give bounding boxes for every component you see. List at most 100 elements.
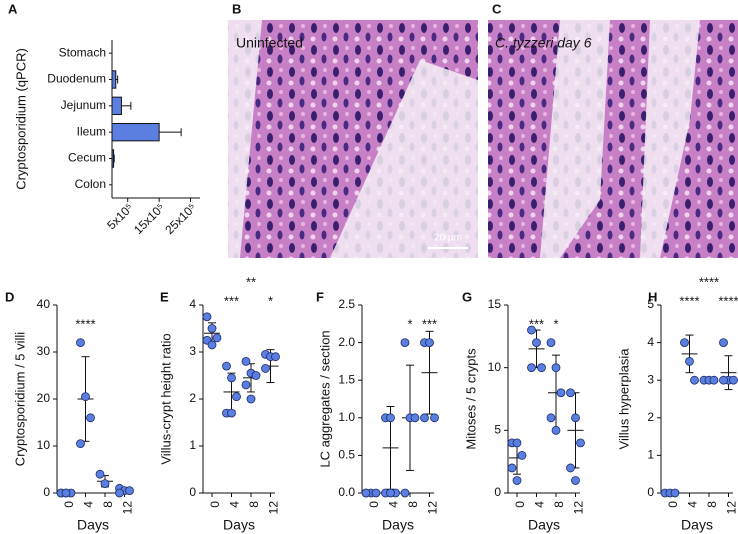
y-tick-label: Jejunum (61, 98, 106, 112)
data-point (546, 413, 556, 423)
panel-letter: G (462, 289, 472, 304)
data-point (527, 325, 536, 335)
y-tick-label: 10 (488, 360, 502, 374)
y-axis-title: Villus hyperplasia (616, 348, 631, 450)
data-point (551, 425, 561, 435)
y-tick-label: 2.0 (338, 335, 355, 349)
data-point (685, 356, 694, 366)
data-point (125, 486, 134, 496)
x-tick-label: 12 (725, 501, 738, 515)
data-point (400, 488, 410, 498)
data-point (241, 356, 251, 366)
data-point (100, 479, 110, 489)
micrograph-c: C C. tyzzeri day 6 (488, 1, 738, 258)
data-point (227, 373, 236, 383)
x-tick-label: 0 (513, 501, 527, 508)
bar (111, 122, 160, 142)
significance: * (268, 293, 273, 308)
x-tick-label: 0 (208, 501, 222, 508)
data-point (261, 364, 270, 373)
bar (111, 70, 117, 89)
y-tick-label: 0 (494, 485, 501, 499)
x-tick-label: 12 (267, 501, 281, 515)
panel-letter: H (648, 289, 657, 304)
significance: * (553, 316, 558, 331)
x-axis-title: Days (681, 517, 713, 533)
y-tick-label: 40 (37, 297, 51, 311)
y-tick-label: Cecum (68, 151, 106, 165)
data-point (222, 361, 231, 371)
y-tick-label: 15 (488, 297, 502, 311)
data-point (386, 413, 395, 423)
y-tick-label: 0 (189, 485, 196, 499)
y-tick-label: 0.5 (338, 448, 355, 462)
micrograph-b: B Uninfected 20 µm (228, 1, 478, 258)
y-tick-label: 1.5 (338, 372, 355, 386)
data-point (512, 438, 522, 448)
y-tick-label: 4 (189, 297, 196, 311)
x-axis-title: Days (382, 517, 414, 533)
x-tick-label: 4 (228, 501, 242, 508)
y-tick-label: Colon (75, 177, 106, 191)
y-tick-label: 5 (647, 297, 654, 311)
x-tick-label: 0 (666, 501, 680, 508)
x-axis-title: Days (528, 517, 560, 533)
data-point (361, 488, 371, 498)
data-point (532, 338, 541, 348)
data-point (241, 380, 251, 390)
data-point (207, 324, 217, 333)
data-point (61, 488, 71, 498)
x-tick-label: 8 (552, 501, 566, 508)
y-tick-label: 0.0 (338, 485, 355, 499)
data-point (410, 413, 420, 423)
x-tick-label: 8 (705, 501, 719, 508)
data-point (420, 413, 429, 423)
y-tick-label: 0 (647, 485, 654, 499)
data-point (386, 488, 395, 498)
x-tick-label: 4 (82, 501, 96, 508)
y-tick-label: 1 (647, 448, 654, 462)
y-tick-label: 20 (37, 391, 51, 405)
y-tick-label: Stomach (59, 45, 106, 59)
image-caption: C. tyzzeri day 6 (495, 35, 592, 51)
y-tick-label: 5 (494, 423, 501, 437)
data-point (76, 338, 85, 348)
image-caption: Uninfected (236, 35, 303, 51)
data-point (232, 392, 241, 402)
data-point (227, 408, 236, 418)
bar (111, 149, 115, 168)
x-tick-label: 12 (572, 501, 586, 515)
data-point (566, 388, 575, 398)
panel-letter: A (8, 1, 18, 16)
data-point (517, 450, 527, 460)
y-tick-label: 0 (43, 485, 50, 499)
x-tick-label: 8 (247, 501, 261, 508)
data-point (207, 340, 217, 350)
x-axis-title: Days (223, 517, 255, 533)
data-point (425, 338, 434, 348)
data-point (246, 394, 256, 404)
significance: *** (422, 316, 437, 331)
y-tick-label: 30 (37, 344, 51, 358)
data-point (709, 375, 719, 385)
data-point (371, 488, 381, 498)
data-point (271, 352, 280, 362)
panel-letter: D (5, 289, 14, 304)
x-tick-label: 0 (367, 501, 381, 508)
data-point (576, 438, 585, 448)
significance: ** (246, 274, 256, 289)
data-point (115, 488, 124, 498)
lumen (540, 20, 700, 258)
significance: *** (529, 316, 544, 331)
significance: **** (699, 274, 719, 289)
x-tick-label: 0 (62, 501, 76, 508)
data-point (571, 476, 580, 485)
data-point (546, 338, 556, 348)
data-point (556, 388, 566, 398)
x-tick-label: 8 (406, 501, 420, 508)
x-tick-label: 4 (387, 501, 401, 508)
data-point (719, 375, 728, 385)
data-point (690, 375, 699, 385)
data-point (527, 363, 536, 373)
